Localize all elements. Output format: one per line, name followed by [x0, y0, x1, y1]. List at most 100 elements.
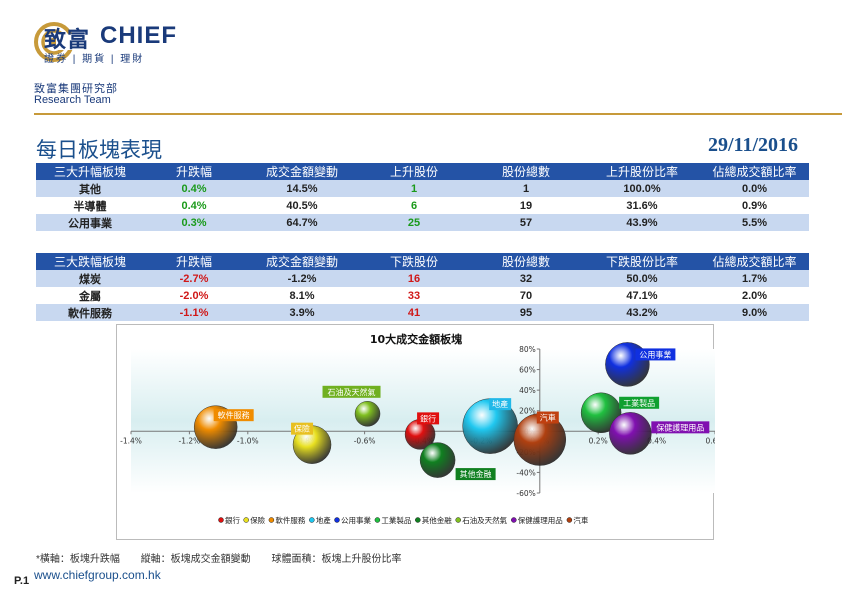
- table-header-row: 三大跌幅板塊 升跌幅 成交金額變動 下跌股份 股份總數 下跌股份比率 佔總成交額…: [36, 253, 809, 270]
- total-count-cell: 19: [468, 197, 584, 214]
- column-header: 佔總成交額比率: [700, 163, 809, 180]
- total-count-cell: 57: [468, 214, 584, 231]
- department-name-en: Research Team: [34, 94, 111, 106]
- footnote-y-axis: 縱軸：板塊成交金額變動: [140, 554, 251, 565]
- chief-logo: [34, 20, 244, 70]
- bubble-label-box: [322, 385, 381, 398]
- column-header: 上升股份比率: [584, 163, 700, 180]
- total-count-cell: 32: [468, 270, 584, 287]
- column-header: 成交金額變動: [244, 163, 360, 180]
- footnote-x-axis: *橫軸：板塊升跌幅: [36, 554, 120, 565]
- legend-marker: [455, 517, 461, 523]
- turnover-change-cell: 64.7%: [244, 214, 360, 231]
- website-link[interactable]: www.chiefgroup.com.hk: [34, 568, 161, 582]
- rising-ratio-cell: 43.9%: [584, 214, 700, 231]
- bubble-石油及天然氣: [354, 401, 381, 427]
- bubble-label: 銀行: [420, 413, 436, 423]
- x-tick-label: 0.2%: [589, 436, 608, 445]
- bubble-label-box: [213, 409, 254, 422]
- turnover-share-cell: 0.9%: [700, 197, 809, 214]
- chart-title: 10大成交金額板塊: [370, 332, 462, 346]
- bubble-label: 石油及天然氣: [328, 387, 376, 397]
- falling-ratio-cell: 50.0%: [584, 270, 700, 287]
- sector-name: 煤炭: [36, 270, 144, 287]
- chart-legend: 銀行 保險 軟件服務 地產 公用事業 工業製品 其他金融 石油及天然氣 保健護理用品 汽車: [218, 515, 589, 525]
- bubble-label: 保健護理用品: [656, 422, 704, 432]
- change-cell: 0.4%: [144, 180, 244, 197]
- brand-name-cn: 致富: [44, 27, 91, 52]
- turnover-share-cell: 1.7%: [700, 270, 809, 287]
- sector-name: 公用事業: [36, 214, 144, 231]
- legend-marker: [218, 517, 224, 523]
- column-header: 三大升幅板塊: [36, 163, 144, 180]
- bubble-label: 軟件服務: [218, 410, 250, 420]
- page-number: P.1: [14, 575, 30, 587]
- table-row: 煤炭 -2.7% -1.2% 16 32 50.0% 1.7%: [36, 270, 809, 287]
- legend-marker: [268, 517, 275, 523]
- turnover-change-cell: 8.1%: [244, 287, 360, 304]
- bubble-label: 工業製品: [623, 398, 655, 408]
- bubble-label: 其他金融: [460, 469, 492, 479]
- change-cell: 0.3%: [144, 214, 244, 231]
- sector-name: 軟件服務: [36, 304, 144, 321]
- table-header-row: 三大升幅板塊 升跌幅 成交金額變動 上升股份 股份總數 上升股份比率 佔總成交額…: [36, 163, 809, 180]
- turnover-change-cell: 14.5%: [244, 180, 360, 197]
- legend-marker: [374, 517, 381, 523]
- falling-count-cell: 16: [360, 270, 468, 287]
- total-count-cell: 1: [468, 180, 584, 197]
- bubble-label-box: [651, 421, 710, 434]
- top-losers-table: 三大跌幅板塊 升跌幅 成交金額變動 下跌股份 股份總數 下跌股份比率 佔總成交額…: [36, 253, 809, 321]
- change-cell: -1.1%: [144, 304, 244, 321]
- x-tick-label: 0.6%: [705, 436, 715, 445]
- sector-name: 半導體: [36, 197, 144, 214]
- x-tick-label: -1.4%: [120, 436, 142, 445]
- rising-ratio-cell: 100.0%: [584, 180, 700, 197]
- rising-ratio-cell: 31.6%: [584, 197, 700, 214]
- change-cell: -2.7%: [144, 270, 244, 287]
- legend-label: 公用事業: [341, 515, 371, 525]
- column-header: 下跌股份比率: [584, 253, 700, 270]
- falling-ratio-cell: 47.1%: [584, 287, 700, 304]
- column-header: 升跌幅: [144, 163, 244, 180]
- column-header: 下跌股份: [360, 253, 468, 270]
- column-header: 股份總數: [468, 163, 584, 180]
- table-row: 半導體 0.4% 40.5% 6 19 31.6% 0.9%: [36, 197, 809, 214]
- x-tick-label: -1.2%: [179, 436, 201, 445]
- legend-label: 軟件服務: [275, 515, 305, 525]
- chart-footnote: *橫軸：板塊升跌幅 縱軸：板塊成交金額變動 球體面積：板塊上升股份比率: [36, 550, 419, 565]
- legend-marker: [243, 517, 249, 523]
- brand-name-en: CHIEF: [100, 22, 177, 49]
- turnover-change-cell: 3.9%: [244, 304, 360, 321]
- change-cell: -2.0%: [144, 287, 244, 304]
- y-tick-label: -40%: [516, 468, 535, 477]
- bubble-label-box: [417, 412, 440, 425]
- bubble-工業製品: [580, 392, 622, 434]
- turnover-share-cell: 9.0%: [700, 304, 809, 321]
- footnote-bubble: 球體面積：板塊上升股份比率: [271, 554, 402, 565]
- bubble-chart-svg: 10大成交金額板塊 -1.4%-1.2%-1.0%-0.8%-0.6%-0.4%…: [120, 332, 715, 525]
- column-header: 股份總數: [468, 253, 584, 270]
- column-header: 三大跌幅板塊: [36, 253, 144, 270]
- rising-count-cell: 1: [360, 180, 468, 197]
- bubble-label: 汽車: [540, 413, 556, 423]
- legend-marker: [309, 517, 315, 523]
- falling-ratio-cell: 43.2%: [584, 304, 700, 321]
- bubble-label-box: [635, 348, 676, 361]
- page-title: 每日板塊表現: [36, 138, 162, 162]
- column-header: 上升股份: [360, 163, 468, 180]
- table-row: 公用事業 0.3% 64.7% 25 57 43.9% 5.5%: [36, 214, 809, 231]
- column-header: 升跌幅: [144, 253, 244, 270]
- total-count-cell: 95: [468, 304, 584, 321]
- bubble-label-box: [455, 468, 496, 481]
- sector-name: 其他: [36, 180, 144, 197]
- bubble-其他金融: [419, 442, 456, 478]
- logo-swirl-icon: [34, 22, 74, 62]
- x-tick-label: -0.6%: [354, 436, 376, 445]
- falling-count-cell: 33: [360, 287, 468, 304]
- total-count-cell: 70: [468, 287, 584, 304]
- y-tick-label: 20%: [519, 407, 536, 416]
- rising-count-cell: 6: [360, 197, 468, 214]
- legend-label: 汽車: [573, 515, 588, 525]
- top-gainers-table: 三大升幅板塊 升跌幅 成交金額變動 上升股份 股份總數 上升股份比率 佔總成交額…: [36, 163, 809, 231]
